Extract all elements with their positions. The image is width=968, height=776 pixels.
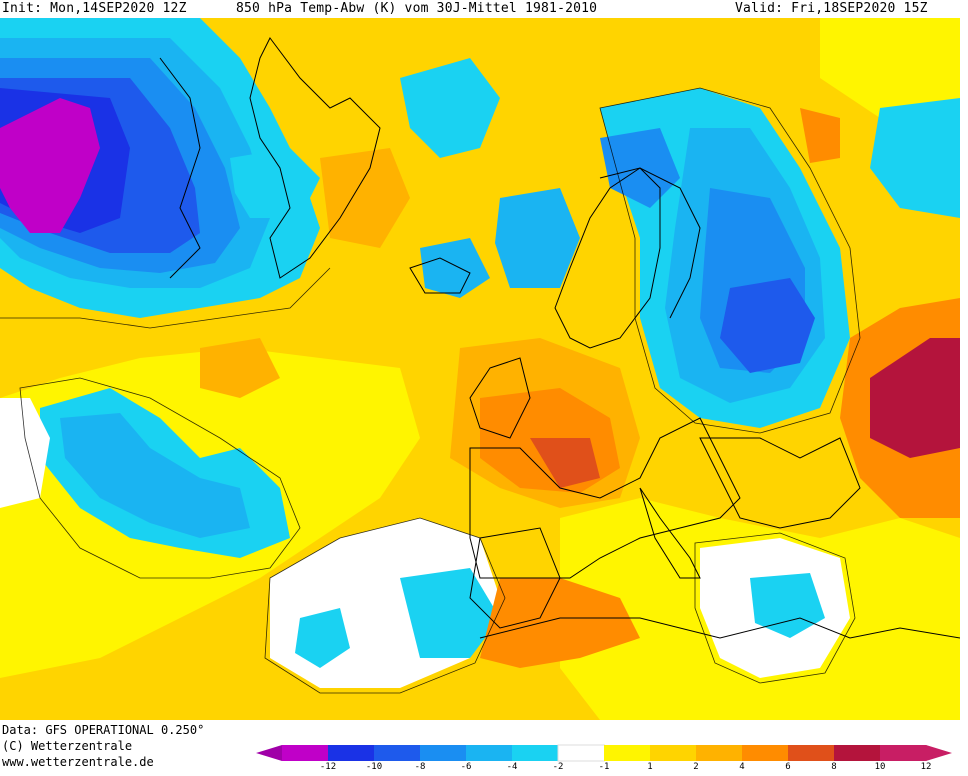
atlantic-cool-core [60,413,250,538]
coastline-greenland [249,37,381,279]
map-header: Init: Mon,14SEP2020 12Z 850 hPa Temp-Abw… [0,0,968,18]
map-footer: Data: GFS OPERATIONAL 0.250° (C) Wetterz… [0,720,968,776]
anomaly-contours [0,87,861,694]
caspian-extreme-zone [870,338,960,458]
legend-arrow-right [926,745,952,761]
siberia-warm-patch [800,108,840,163]
legend-swatch [650,745,697,761]
legend-tick-label: 6 [785,762,791,772]
legend-swatch [880,745,927,761]
coastline-labrador [159,57,201,279]
legend-tick-label: -6 [460,762,472,772]
russia-cold-core [720,278,815,373]
coastline-western-europe [469,417,741,579]
legend-tick-label: -4 [506,762,518,772]
anomaly-field [0,18,960,720]
legend-tick-label: -2 [552,762,564,772]
legend-tick-label: -10 [365,762,383,772]
spain-hot-zone [480,578,640,668]
temperature-anomaly-map [0,18,960,720]
copyright-label: (C) Wetterzentrale [2,739,133,753]
valid-time-label: Valid: Fri,18SEP2020 15Z [735,1,928,16]
coastlines [159,37,960,639]
coastline-iberia [469,527,561,629]
canada-extreme-cold [0,98,100,233]
contour-libya [694,532,856,684]
legend-arrow-left [256,745,282,761]
greenland-cool-patch [230,148,320,218]
legend-tick-label: 8 [831,762,837,772]
website-label: www.wetterzentrale.de [2,755,154,769]
legend-swatch [604,745,651,761]
init-time-label: Init: Mon,14SEP2020 12Z [2,1,187,16]
legend-labels: -12 -10 -8 -6 -4 -2 -1 1 2 4 6 8 10 12 [256,762,952,774]
legend-colorbar [256,744,952,762]
france-very-hot-zone [530,438,600,488]
legend-tick-label: 4 [739,762,745,772]
contour-canada [0,267,331,329]
legend-swatch [696,745,743,761]
coastline-balkans-blacksea [699,437,861,529]
iceland-cool-patch [420,238,490,298]
atlantic-warm-patch [200,338,280,398]
libya-cool-patch [750,573,825,638]
greenland-warm-patch [320,148,410,248]
contour-russia [599,87,861,434]
atlantic-cool-patch-small [295,608,350,668]
legend-swatch [742,745,789,761]
legend-swatch [557,744,605,762]
coastline-iceland [409,257,471,294]
legend-tick-label: 12 [920,762,932,772]
legend-tick-label: -8 [414,762,426,772]
legend-swatch [512,745,559,761]
west-atlantic-neutral [0,398,50,508]
ural-cool-patch [870,98,960,218]
legend-swatches [256,744,952,762]
map-title: 850 hPa Temp-Abw (K) vom 30J-Mittel 1981… [236,1,598,16]
coastline-north-africa [479,617,960,639]
legend-swatch [374,745,421,761]
north-atlantic-cool-patch [400,58,500,158]
legend-tick-label: -1 [598,762,610,772]
contour-azores [264,517,506,694]
norwegian-sea-cool-patch [495,188,580,288]
legend-tick-label: 1 [647,762,653,772]
coastline-british-isles [469,357,531,439]
coastline-scandinavia [554,167,661,349]
legend-swatch [788,745,835,761]
contour-atlantic [19,377,301,579]
legend-swatch [834,745,881,761]
legend-tick-label: -12 [319,762,337,772]
legend-swatch [328,745,375,761]
legend-swatch [420,745,467,761]
legend-swatch [282,745,329,761]
legend-swatch [466,745,513,761]
coastline-baltic [599,167,701,319]
data-source-label: Data: GFS OPERATIONAL 0.250° [2,723,205,737]
azores-cool-patch [400,568,500,658]
legend-tick-label: 10 [874,762,886,772]
legend-tick-label: 2 [693,762,699,772]
coastline-italy [639,487,701,579]
